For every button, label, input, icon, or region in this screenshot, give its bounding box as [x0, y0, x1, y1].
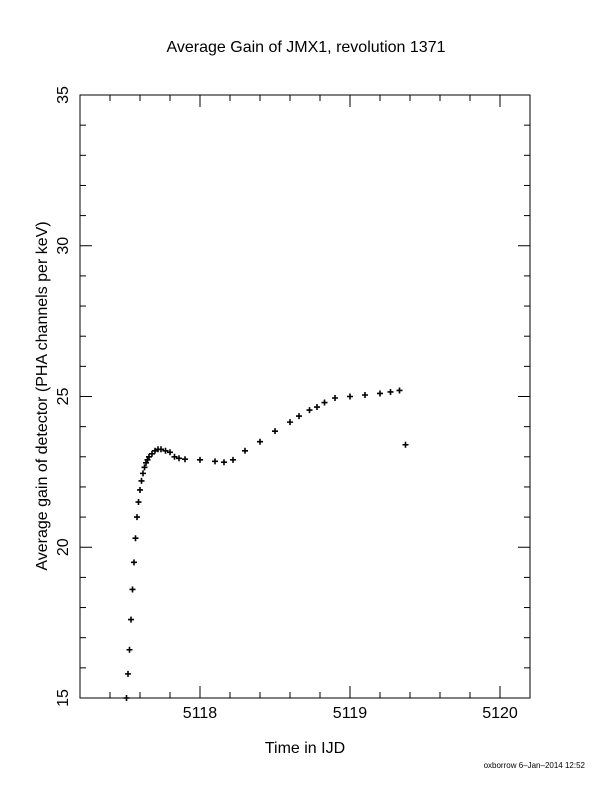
data-point: [402, 441, 409, 448]
data-point: [132, 535, 139, 542]
data-point: [176, 455, 182, 462]
data-point: [321, 399, 328, 406]
data-point: [347, 393, 353, 400]
data-point: [134, 514, 140, 521]
data-point: [306, 407, 313, 414]
x-tick-label: 5118: [183, 705, 218, 722]
data-point: [242, 447, 248, 454]
data-point: [126, 646, 133, 653]
data-point: [135, 499, 142, 506]
footer-stamp: oxborrow 6–Jan–2014 12:52: [484, 761, 586, 770]
data-point: [396, 387, 403, 394]
y-tick-label: 15: [55, 689, 72, 707]
data-point: [167, 449, 173, 456]
data-point: [137, 486, 143, 493]
data-point: [162, 447, 169, 454]
data-point: [197, 456, 203, 463]
data-point: [221, 459, 227, 466]
data-point: [212, 458, 218, 465]
x-tick-labels: 5118 5119 5120: [183, 705, 518, 722]
data-point: [141, 464, 148, 471]
x-tick-label: 5119: [333, 705, 368, 722]
x-axis-label: Time in IJD: [265, 740, 345, 757]
x-tick-label: 5120: [482, 705, 518, 722]
data-point: [182, 456, 188, 463]
data-point: [128, 616, 134, 623]
y-tick-label: 30: [55, 237, 72, 255]
data-point: [362, 391, 368, 398]
data-point: [138, 477, 145, 484]
y-tick-label: 25: [55, 388, 72, 406]
data-point: [296, 413, 302, 420]
data-point: [171, 453, 178, 460]
y-tick-label: 35: [55, 86, 72, 104]
data-point: [146, 453, 152, 460]
axis-ticks: [80, 94, 530, 699]
y-tick-labels: 15 20 25 30 35: [55, 86, 72, 707]
data-point: [272, 428, 278, 435]
data-point: [257, 438, 263, 445]
data-point: [143, 459, 149, 466]
data-point: [149, 450, 155, 457]
data-points: [123, 387, 409, 701]
data-point: [125, 670, 131, 677]
data-point: [314, 404, 320, 411]
data-point: [332, 395, 338, 402]
y-axis-label: Average gain of detector (PHA channels p…: [34, 221, 51, 570]
data-point: [377, 390, 383, 397]
chart-title: Average Gain of JMX1, revolution 1371: [167, 39, 446, 56]
data-point: [123, 695, 130, 701]
data-point: [144, 456, 151, 463]
data-point: [131, 559, 137, 566]
y-tick-label: 20: [55, 538, 72, 556]
data-point: [387, 388, 394, 395]
data-point: [140, 470, 146, 477]
data-point: [129, 586, 136, 593]
data-point: [287, 419, 293, 426]
plot-frame: [79, 94, 531, 699]
data-point: [230, 456, 236, 463]
data-point: [158, 446, 164, 453]
